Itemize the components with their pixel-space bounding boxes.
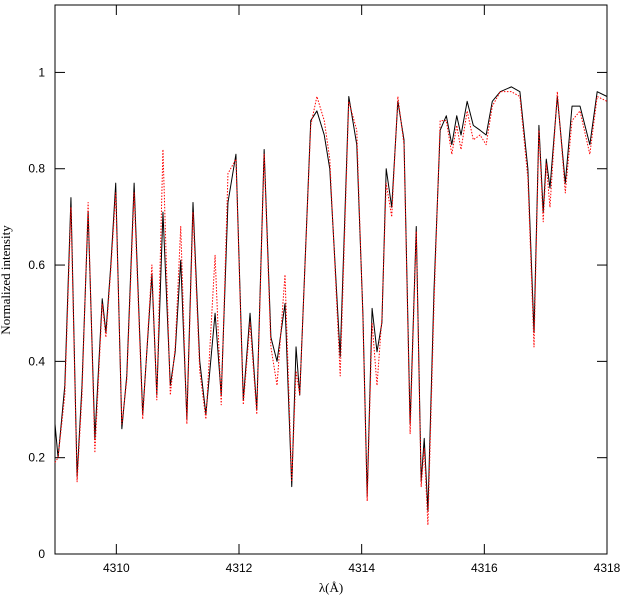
y-tick-label: 1 [38,65,45,79]
y-tick-label: 0.6 [28,258,45,272]
x-tick-label: 4314 [348,561,375,575]
spectrum-line [54,91,608,526]
spectrum-line [54,86,608,512]
y-tick-label: 0.2 [28,451,45,465]
x-tick-label: 4312 [226,561,253,575]
x-tick-label: 4318 [594,561,621,575]
x-tick-label: 4316 [471,561,498,575]
x-axis-title: λ(Å) [319,580,343,595]
x-tick-label: 4310 [103,561,130,575]
y-tick-label: 0 [38,547,45,561]
y-axis-title: Normalized intensity [0,225,13,335]
y-tick-label: 0.4 [28,354,45,368]
plot-frame [54,4,608,555]
y-tick-label: 0.8 [28,162,45,176]
